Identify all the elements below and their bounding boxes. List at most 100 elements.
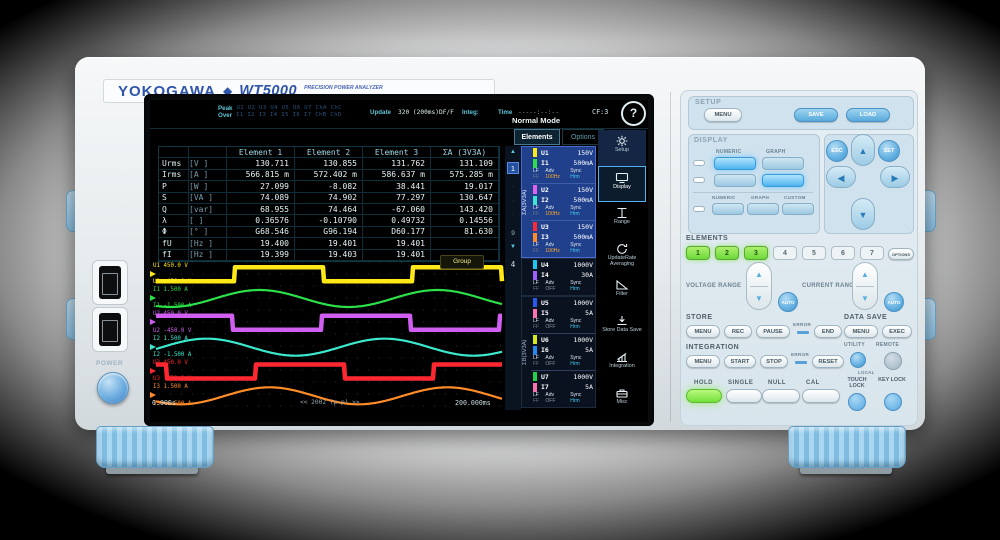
cal-button[interactable] (802, 389, 840, 403)
channel-range: 1000V (573, 372, 593, 381)
integration-menu-button[interactable]: MENU (686, 355, 720, 368)
arrow-right-button[interactable]: ▶ (880, 166, 910, 188)
arrow-down-button[interactable]: ▼ (851, 198, 875, 230)
graph-key-1[interactable] (762, 157, 804, 170)
softmenu-display[interactable]: Display (598, 166, 646, 202)
softmenu-label: Integration (609, 363, 635, 369)
pager-current[interactable]: 1 (507, 162, 519, 174)
esc-button[interactable]: ESC (826, 140, 848, 162)
brand-diamond-icon: ◆ (223, 84, 233, 98)
element-group[interactable]: U4 1000V I4 30A LF FF Adv OFF Sync Hrm (521, 258, 596, 296)
sync-setting: Sync Hrm (570, 355, 582, 367)
current-row: I7 5A (531, 382, 593, 393)
element-key-1[interactable]: 1 (686, 246, 710, 260)
trace-I1 (155, 288, 503, 309)
key-lock-button[interactable] (884, 393, 902, 411)
store-menu-button[interactable]: MENU (686, 325, 720, 338)
element-key-3[interactable]: 3 (744, 246, 768, 260)
element-key-6[interactable]: 6 (831, 246, 855, 260)
set-button[interactable]: SET (878, 140, 900, 162)
arrow-left-button[interactable]: ◀ (826, 166, 856, 188)
voltage-range-rocker[interactable]: ▲ ▼ (746, 262, 772, 310)
store-rec-button[interactable]: REC (724, 325, 752, 338)
update-label: Update (370, 109, 391, 116)
arrow-up-button[interactable]: ▲ (851, 134, 875, 166)
element-key-5[interactable]: 5 (802, 246, 826, 260)
softmenu-store-data-save[interactable]: Store Data Save (598, 310, 646, 346)
element-key-7[interactable]: 7 (860, 246, 884, 260)
color-swatch-I2 (533, 195, 537, 205)
numeric-key-1[interactable] (714, 157, 756, 170)
usb-port-bottom[interactable] (92, 307, 128, 352)
current-auto-button[interactable]: AUTO (884, 292, 904, 312)
softmenu-updaterate-averaging[interactable]: UpdateRate Averaging (598, 238, 646, 274)
graph-key-3[interactable] (747, 203, 779, 215)
integration-reset-button[interactable]: RESET (812, 355, 844, 368)
group-rows: U4 1000V I4 30A LF FF Adv OFF Sync Hrm (531, 259, 595, 295)
element-group-ΣA(3V3A)[interactable]: ΣA(3V3A) U1 150V I1 500mA LF FF Adv 100Hz Sync Hrm… (521, 146, 596, 258)
table-cell: 38.441 (363, 181, 431, 193)
custom-key[interactable] (782, 203, 814, 215)
save-button[interactable]: SAVE (794, 108, 838, 122)
usb-port-top[interactable] (92, 260, 128, 305)
store-end-button[interactable]: END (814, 325, 842, 338)
element-U6-I6[interactable]: U6 1000V I6 5A LF FF Adv OFF Sync Hrm (531, 333, 595, 370)
load-button[interactable]: LOAD (846, 108, 890, 122)
utility-button[interactable] (850, 352, 866, 368)
element-U4-I4[interactable]: U4 1000V I4 30A LF FF Adv OFF Sync Hrm (531, 259, 595, 295)
lf-ff-labels: LF FF (533, 280, 540, 292)
voltage-down-icon[interactable]: ▼ (755, 294, 763, 303)
element-U1-I1[interactable]: U1 150V I1 500mA LF FF Adv 100Hz Sync Hrm (531, 147, 595, 183)
softmenu-range[interactable]: Range (598, 202, 646, 238)
table-cell: G96.194 (295, 226, 363, 239)
data-save-exec-button[interactable]: EXEC (882, 325, 912, 338)
trace-U2 (154, 313, 504, 333)
hold-label: HOLD (694, 380, 713, 386)
numeric-key-3[interactable] (712, 203, 744, 215)
trace-I2 (155, 337, 503, 357)
tab-elements[interactable]: Elements (514, 129, 560, 145)
voltage-up-icon[interactable]: ▲ (755, 270, 763, 279)
current-up-icon[interactable]: ▲ (861, 270, 869, 279)
element-group-ΣB(3V3A)[interactable]: ΣB(3V3A) U5 1000V I5 5A LF FF Adv OFF Sync Hrm U6 10… (521, 296, 596, 408)
current-down-icon[interactable]: ▼ (861, 294, 869, 303)
element-U7-I7[interactable]: U7 1000V I7 5A LF FF Adv OFF Sync Hrm (531, 370, 595, 407)
integration-stop-button[interactable]: STOP (760, 355, 788, 368)
pager-up-icon[interactable]: ▲ (510, 149, 516, 155)
pager-last[interactable]: 9 (511, 230, 515, 237)
options-button[interactable]: OPTIONS (888, 248, 914, 260)
element-U2-I2[interactable]: U2 150V I2 500mA LF FF Adv 100Hz Sync Hrm (531, 183, 595, 220)
graph-key-2[interactable] (762, 174, 804, 187)
channel-range: 150V (577, 222, 593, 231)
trace-label-top-U2: U2 450.0 V (153, 311, 188, 318)
remote-button[interactable] (884, 352, 902, 370)
element-pager[interactable]: ▲ 1 · · · 9 ▼ 4 (505, 146, 521, 410)
data-save-menu-button[interactable]: MENU (844, 325, 878, 338)
pager-down-icon[interactable]: ▼ (510, 244, 516, 250)
softmenu-setup[interactable]: Setup (598, 130, 646, 166)
group-chip[interactable]: Group (440, 255, 484, 269)
store-pause-button[interactable]: PAUSE (756, 325, 790, 338)
touch-lock-button[interactable] (848, 393, 866, 411)
softmenu-misc[interactable]: Misc (598, 382, 646, 418)
help-icon[interactable]: ? (621, 101, 646, 126)
current-range-rocker[interactable]: ▲ ▼ (852, 262, 878, 310)
setup-menu-button[interactable]: MENU (704, 108, 742, 122)
element-key-4[interactable]: 4 (773, 246, 797, 260)
numeric-key-2[interactable] (714, 174, 756, 187)
element-U5-I5[interactable]: U5 1000V I5 5A LF FF Adv OFF Sync Hrm (531, 297, 595, 333)
voltage-row: U7 1000V (531, 371, 593, 382)
null-button[interactable] (762, 389, 800, 403)
softmenu-filter[interactable]: Filter (598, 274, 646, 310)
row-name: fU (159, 238, 189, 250)
integration-error-label: ERROR (791, 352, 810, 357)
power-button[interactable] (97, 372, 129, 404)
softmenu-integration[interactable]: Integration (598, 346, 646, 382)
channel-id: U3 (541, 222, 549, 231)
element-key-2[interactable]: 2 (715, 246, 739, 260)
single-button[interactable] (726, 389, 762, 403)
integration-start-button[interactable]: START (724, 355, 756, 368)
element-U3-I3[interactable]: U3 150V I3 500mA LF FF Adv 100Hz Sync Hrm (531, 220, 595, 257)
voltage-auto-button[interactable]: AUTO (778, 292, 798, 312)
hold-button[interactable] (686, 389, 722, 403)
